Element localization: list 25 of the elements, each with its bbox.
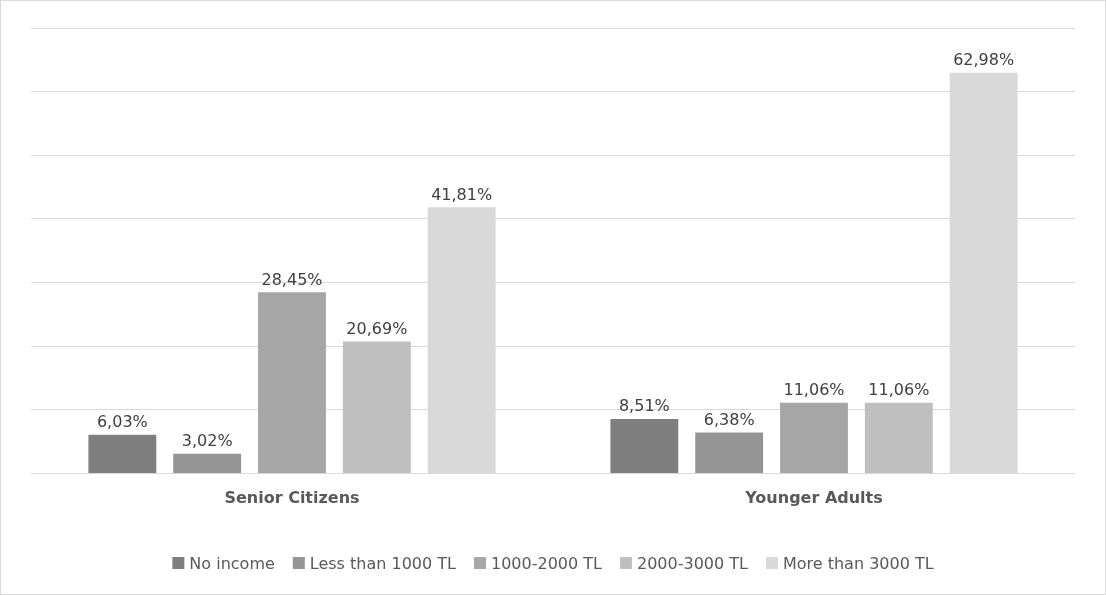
bar [610,418,679,473]
bar [695,432,764,473]
legend-label: Less than 1000 TL [309,553,457,573]
data-label: 28,45% [261,269,323,289]
legend-label: 1000-2000 TL [490,553,603,573]
data-label: 11,06% [783,380,845,400]
legend-label: More than 3000 TL [782,553,934,573]
bar [864,402,933,473]
data-label: 6,03% [96,412,148,432]
legend-label: 2000-3000 TL [636,553,749,573]
legend-label: No income [189,553,275,573]
bar [342,341,411,473]
x-tick-label: Younger Adults [744,487,883,507]
data-label: 41,81% [431,184,493,204]
data-label: 20,69% [346,318,408,338]
bar [258,292,326,473]
bar [173,453,242,473]
data-label: 8,51% [618,396,670,416]
data-label: 3,02% [181,431,233,451]
x-tick-label: Senior Citizens [224,487,360,507]
data-label: 62,98% [953,50,1015,70]
bar [88,434,157,473]
data-label: 6,38% [703,409,755,429]
data-label: 11,06% [868,380,930,400]
bar [780,402,848,473]
